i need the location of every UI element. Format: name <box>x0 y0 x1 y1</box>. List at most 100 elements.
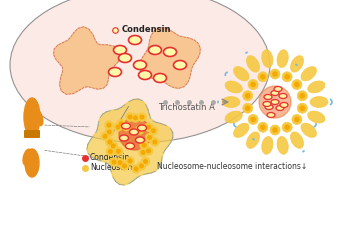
Circle shape <box>116 158 125 167</box>
Circle shape <box>270 125 280 135</box>
Circle shape <box>106 123 111 128</box>
Circle shape <box>100 132 110 141</box>
Circle shape <box>243 103 253 113</box>
Ellipse shape <box>301 123 316 138</box>
Circle shape <box>105 128 114 136</box>
Polygon shape <box>87 99 173 185</box>
Circle shape <box>152 140 158 144</box>
Ellipse shape <box>308 81 325 93</box>
Circle shape <box>138 112 147 122</box>
Polygon shape <box>54 27 121 94</box>
Circle shape <box>134 166 139 172</box>
Ellipse shape <box>263 102 271 106</box>
Circle shape <box>107 130 112 134</box>
Circle shape <box>116 149 121 154</box>
Circle shape <box>297 103 307 113</box>
Ellipse shape <box>301 66 316 81</box>
Circle shape <box>140 114 145 119</box>
Circle shape <box>292 80 302 90</box>
Ellipse shape <box>271 100 279 104</box>
Ellipse shape <box>126 143 134 149</box>
Ellipse shape <box>174 60 187 70</box>
Text: Trichostatin A: Trichostatin A <box>158 103 215 112</box>
Ellipse shape <box>138 125 147 131</box>
Circle shape <box>139 164 144 168</box>
Circle shape <box>258 72 268 82</box>
Circle shape <box>119 118 151 150</box>
Circle shape <box>145 133 154 142</box>
Circle shape <box>143 159 148 164</box>
Circle shape <box>114 147 123 156</box>
Text: Nucleosome: Nucleosome <box>90 164 137 172</box>
Circle shape <box>140 141 149 150</box>
Ellipse shape <box>265 104 273 110</box>
Circle shape <box>131 114 140 122</box>
Ellipse shape <box>119 135 128 141</box>
Circle shape <box>132 164 141 173</box>
Polygon shape <box>140 28 200 88</box>
Circle shape <box>126 156 134 166</box>
Circle shape <box>284 124 290 130</box>
Ellipse shape <box>108 68 121 76</box>
Circle shape <box>248 80 258 90</box>
Ellipse shape <box>225 81 242 93</box>
Ellipse shape <box>113 46 126 54</box>
Ellipse shape <box>133 60 147 70</box>
Circle shape <box>292 114 302 124</box>
Circle shape <box>116 124 120 130</box>
Ellipse shape <box>274 86 282 92</box>
Ellipse shape <box>277 50 288 68</box>
Circle shape <box>139 148 148 157</box>
Ellipse shape <box>154 74 167 82</box>
Circle shape <box>105 138 114 146</box>
Ellipse shape <box>163 48 176 56</box>
Circle shape <box>141 157 150 166</box>
Text: Condensin: Condensin <box>122 26 172 35</box>
Ellipse shape <box>246 132 260 148</box>
Circle shape <box>103 134 107 139</box>
Circle shape <box>144 146 153 156</box>
Circle shape <box>124 124 129 129</box>
Text: Nucleosome-nucleosome interactions↓: Nucleosome-nucleosome interactions↓ <box>157 162 307 171</box>
Circle shape <box>243 91 253 101</box>
Ellipse shape <box>33 108 43 126</box>
Ellipse shape <box>121 123 131 129</box>
Circle shape <box>248 114 258 124</box>
Ellipse shape <box>148 46 161 54</box>
Ellipse shape <box>128 36 141 44</box>
Circle shape <box>151 128 156 133</box>
Circle shape <box>122 122 131 131</box>
Circle shape <box>112 160 117 164</box>
Circle shape <box>110 158 119 166</box>
Circle shape <box>107 140 112 144</box>
Ellipse shape <box>310 96 328 108</box>
Circle shape <box>259 86 291 118</box>
Text: Condensin: Condensin <box>90 154 130 162</box>
Ellipse shape <box>119 54 132 62</box>
Circle shape <box>141 150 146 155</box>
Ellipse shape <box>279 94 287 98</box>
Ellipse shape <box>267 112 275 117</box>
Ellipse shape <box>25 149 39 177</box>
Ellipse shape <box>280 102 288 108</box>
Circle shape <box>137 162 146 170</box>
Circle shape <box>250 117 256 122</box>
Circle shape <box>106 147 115 156</box>
Circle shape <box>119 121 124 126</box>
Circle shape <box>284 74 290 80</box>
Circle shape <box>109 141 118 150</box>
Circle shape <box>147 135 152 140</box>
Circle shape <box>120 162 129 170</box>
Circle shape <box>150 138 159 146</box>
Circle shape <box>272 127 278 133</box>
Circle shape <box>270 69 280 79</box>
Circle shape <box>117 119 126 128</box>
Circle shape <box>297 91 307 101</box>
Ellipse shape <box>10 0 270 142</box>
Circle shape <box>127 158 133 164</box>
Ellipse shape <box>276 106 284 110</box>
Ellipse shape <box>290 56 303 72</box>
Ellipse shape <box>24 98 40 136</box>
Circle shape <box>126 112 134 122</box>
Ellipse shape <box>264 94 272 100</box>
